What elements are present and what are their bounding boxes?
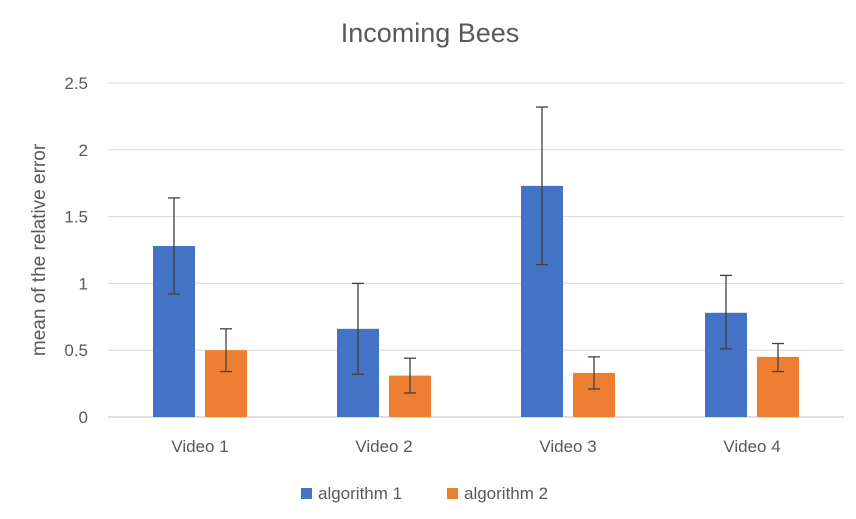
x-tick-label: Video 2: [355, 437, 412, 456]
error-bar: [536, 106, 548, 266]
legend: algorithm 1 algorithm 2: [301, 484, 548, 503]
y-tick-label: 1: [79, 274, 88, 293]
x-tick-labels: Video 1 Video 2 Video 3 Video 4: [171, 437, 780, 456]
error-bars: [168, 106, 784, 394]
error-bar: [404, 357, 416, 394]
x-tick-label: Video 4: [723, 437, 780, 456]
y-axis-label: mean of the relative error: [29, 143, 50, 356]
error-bar: [352, 282, 364, 375]
error-bar: [168, 197, 180, 295]
legend-swatch: [301, 488, 312, 499]
error-bar: [720, 274, 732, 350]
y-tick-label: 2.5: [64, 74, 88, 93]
error-bar: [588, 356, 600, 390]
legend-label: algorithm 1: [318, 484, 402, 503]
error-bar: [220, 328, 232, 373]
y-tick-label: 2: [79, 141, 88, 160]
chart-title: Incoming Bees: [341, 18, 520, 48]
legend-swatch: [447, 488, 458, 499]
x-tick-label: Video 1: [171, 437, 228, 456]
error-bar: [772, 342, 784, 373]
x-tick-label: Video 3: [539, 437, 596, 456]
legend-label: algorithm 2: [464, 484, 548, 503]
y-tick-label: 0.5: [64, 341, 88, 360]
y-tick-labels: 0 0.5 1 1.5 2 2.5: [64, 74, 88, 427]
y-tick-label: 1.5: [64, 208, 88, 227]
y-tick-label: 0: [79, 408, 88, 427]
bars: [153, 185, 799, 417]
